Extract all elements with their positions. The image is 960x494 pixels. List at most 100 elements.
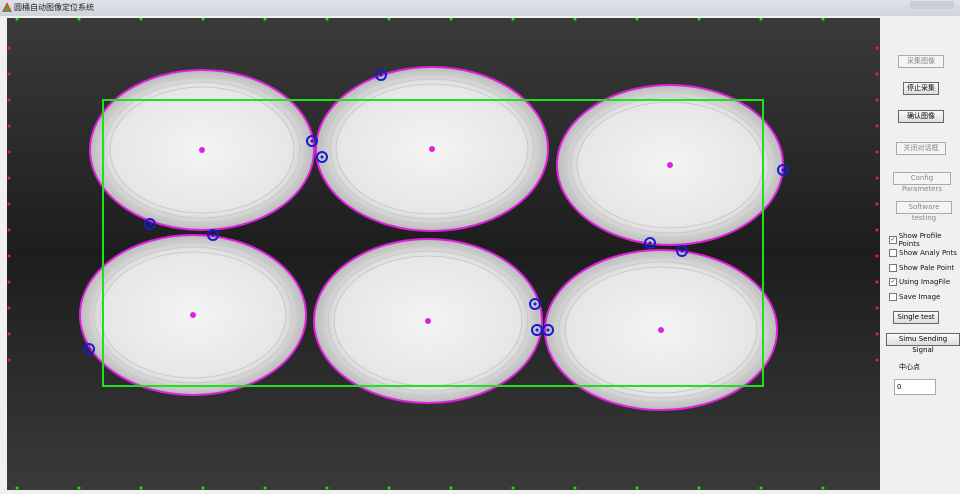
profile-marker [207, 229, 219, 241]
checkbox-label: Show Pale Point [899, 264, 955, 272]
profile-marker-dot [546, 328, 550, 332]
edge-point [15, 17, 19, 21]
roi-rectangle [102, 99, 764, 387]
window-controls[interactable] [910, 1, 954, 9]
edge-point [875, 98, 879, 102]
edge-point [697, 17, 701, 21]
edge-point [875, 228, 879, 232]
profile-marker-dot [320, 155, 324, 159]
lid-ring [87, 241, 299, 389]
profile-marker [316, 151, 328, 163]
show-pale-point-checkbox[interactable]: Show Pale Point [889, 264, 954, 272]
center-point [658, 327, 664, 333]
edge-point [7, 254, 11, 258]
fitted-ellipse [544, 249, 778, 411]
edge-point [77, 17, 81, 21]
edge-point [875, 150, 879, 154]
edge-point [7, 280, 11, 284]
profile-marker-dot [533, 302, 537, 306]
profile-marker-dot [310, 139, 314, 143]
lid-ring [109, 86, 295, 214]
edge-point [139, 486, 143, 490]
profile-marker [144, 218, 156, 230]
edge-point [875, 72, 879, 76]
close-dialog-button[interactable]: 关闭对话框 [896, 142, 946, 155]
edge-point [7, 228, 11, 232]
control-panel: 采集图像 停止采集 确认图像 关闭对话框 Config Parameters S… [880, 18, 960, 494]
edge-point [875, 332, 879, 336]
edge-point [821, 17, 825, 21]
stop-capture-button[interactable]: 停止采集 [903, 82, 939, 95]
lid-ring [323, 73, 541, 225]
edge-point [875, 46, 879, 50]
profile-marker-dot [535, 328, 539, 332]
edge-point [7, 358, 11, 362]
save-image-checkbox[interactable]: Save Image [889, 293, 940, 301]
capture-image-button[interactable]: 采集图像 [898, 55, 944, 68]
config-parameters-button[interactable]: Config Parameters [893, 172, 951, 193]
edge-point [875, 202, 879, 206]
edge-point [7, 202, 11, 206]
profile-marker [375, 69, 387, 81]
title-bar: 圆桶自动图像定位系统 [0, 0, 960, 16]
fitted-ellipse [79, 234, 307, 396]
edge-point [7, 46, 11, 50]
edge-point [7, 72, 11, 76]
edge-point [573, 17, 577, 21]
edge-point [7, 124, 11, 128]
center-point-input[interactable]: 0 [894, 379, 936, 395]
fitted-ellipse [89, 69, 315, 231]
profile-marker-dot [211, 233, 215, 237]
edge-point [139, 17, 143, 21]
lid-ring [564, 266, 758, 394]
fitted-ellipse [315, 66, 549, 232]
center-point [429, 146, 435, 152]
profile-marker [644, 237, 656, 249]
edge-point [875, 124, 879, 128]
lid-ring [321, 245, 535, 397]
simu-sending-signal-button[interactable]: Simu Sending Signal [886, 333, 960, 354]
fitted-ellipse [313, 238, 543, 404]
single-test-button[interactable]: Single test [893, 311, 939, 324]
edge-point [7, 306, 11, 310]
show-profile-points-checkbox[interactable]: ✓ Show Profile Points [889, 232, 960, 248]
edge-point [387, 17, 391, 21]
software-testing-button[interactable]: Software testing [896, 201, 952, 222]
edge-point [875, 280, 879, 284]
confirm-image-button[interactable]: 确认图像 [898, 110, 944, 123]
window-title: 圆桶自动图像定位系统 [14, 3, 94, 12]
profile-marker-dot [379, 73, 383, 77]
edge-point [449, 17, 453, 21]
show-analy-pnts-checkbox[interactable]: Show Analy Pnts [889, 249, 957, 257]
lid-ring [329, 78, 535, 220]
profile-marker [306, 135, 318, 147]
edge-point [759, 486, 763, 490]
edge-point [511, 17, 515, 21]
edge-point [15, 486, 19, 490]
lid-ring [93, 246, 293, 384]
edge-point [325, 17, 329, 21]
center-point [425, 318, 431, 324]
edge-point [201, 17, 205, 21]
lid-ring [97, 76, 307, 224]
edge-point [387, 486, 391, 490]
edge-point [7, 98, 11, 102]
lid-ring [570, 96, 770, 234]
edge-point [635, 486, 639, 490]
edge-point [759, 17, 763, 21]
center-point-label: 中心点 [899, 363, 920, 371]
edge-point [201, 486, 205, 490]
edge-point [77, 486, 81, 490]
lid-ring [99, 251, 287, 379]
edge-point [875, 176, 879, 180]
profile-marker-dot [148, 222, 152, 226]
checkbox-label: Show Profile Points [898, 232, 942, 248]
edge-point [263, 17, 267, 21]
app-icon [2, 2, 12, 12]
edge-point [875, 254, 879, 258]
edge-point [635, 17, 639, 21]
checkbox-label: Using ImagFile [899, 278, 951, 286]
center-point [199, 147, 205, 153]
image-canvas [7, 17, 880, 490]
using-imagfile-checkbox[interactable]: ✓ Using ImagFile [889, 278, 951, 286]
